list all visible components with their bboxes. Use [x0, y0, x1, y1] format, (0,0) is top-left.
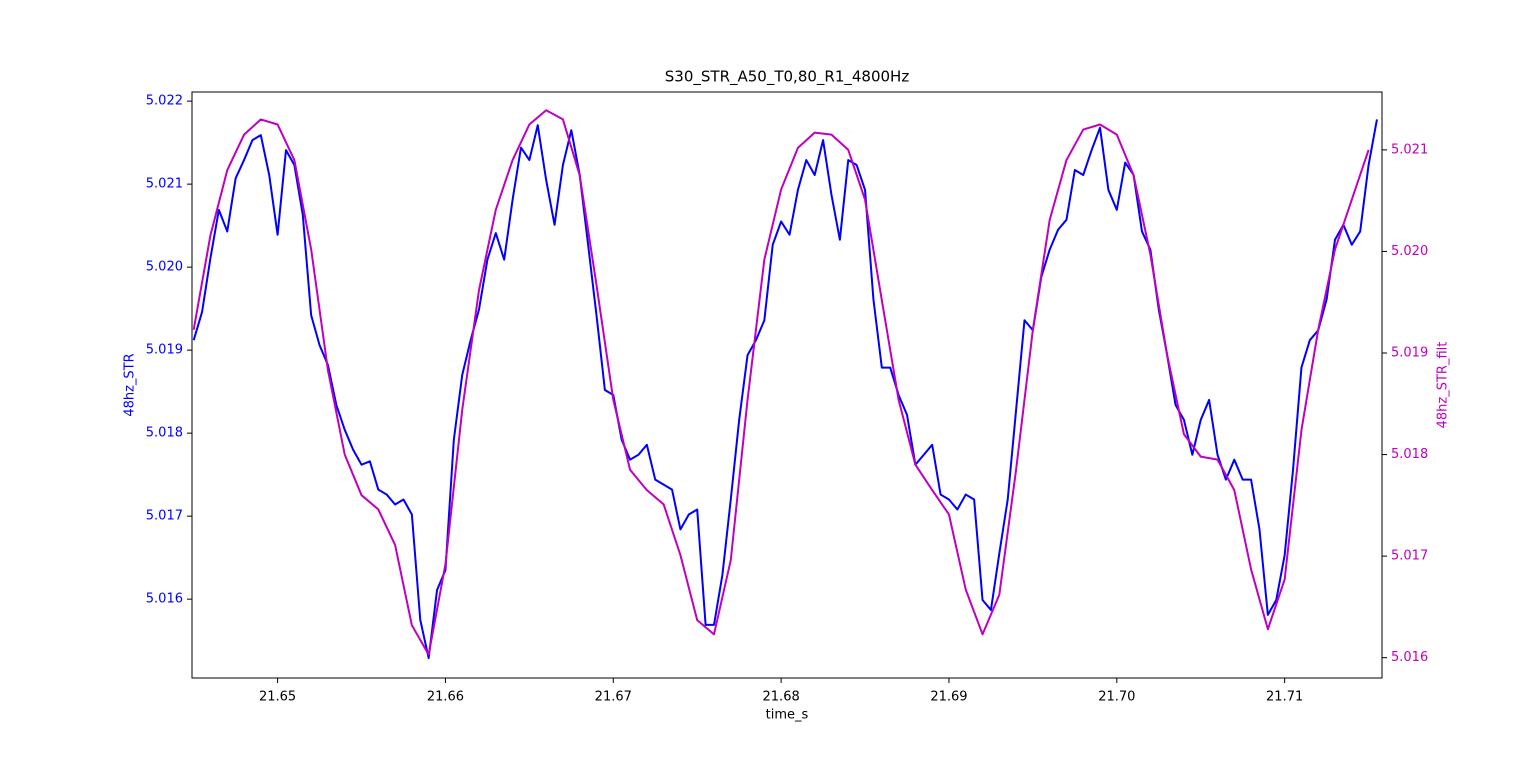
x-tick-label: 21.67 — [595, 690, 632, 705]
y-tick-label: 5.021 — [146, 177, 183, 192]
plot-frame — [191, 91, 1383, 679]
y-tick-label: 5.016 — [146, 592, 183, 607]
x-tick-label: 21.65 — [259, 690, 296, 705]
plot-area — [192, 109, 1378, 660]
y-tick-label: 5.018 — [146, 426, 183, 441]
x-tick-label: 21.68 — [763, 690, 800, 705]
data-line — [192, 119, 1378, 660]
y-tick-label: 5.019 — [146, 343, 183, 358]
x-tick-label: 21.69 — [930, 690, 967, 705]
y2-tick-label: 5.020 — [1391, 244, 1428, 259]
y-axis-label: 48hz_STR — [123, 353, 138, 416]
data-line — [192, 109, 1370, 656]
y-tick-label: 5.017 — [146, 509, 183, 524]
chart-title: S30_STR_A50_T0,80_R1_4800Hz — [665, 68, 910, 87]
x-tick-label: 21.71 — [1266, 690, 1303, 705]
y-tick-label: 5.020 — [146, 260, 183, 275]
y2-tick-label: 5.016 — [1391, 650, 1428, 665]
y2-axis-label: 48hz_STR_filt — [1436, 342, 1451, 429]
y-tick-label: 5.022 — [146, 94, 183, 109]
x-tick-label: 21.70 — [1098, 690, 1135, 705]
y2-tick-label: 5.018 — [1391, 447, 1428, 462]
y2-tick-label: 5.021 — [1391, 142, 1428, 157]
x-tick-label: 21.66 — [427, 690, 464, 705]
y2-tick-label: 5.017 — [1391, 549, 1428, 564]
y2-tick-label: 5.019 — [1391, 346, 1428, 361]
x-axis-label: time_s — [766, 708, 809, 723]
